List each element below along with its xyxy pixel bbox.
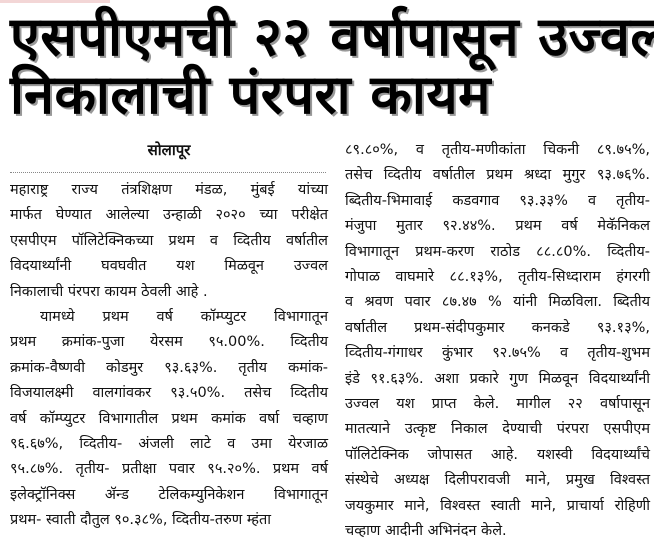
text-line: प्रथम- स्वाती दौतुल ९०.३८%, व्दितीय-तरुण… bbox=[10, 512, 271, 529]
text-line: विभागातून प्रथम-करण राठोड ८८.८0%. व्दिती… bbox=[345, 243, 650, 260]
text-line: निकालाची पंरपरा कायम ठेवली आहे . bbox=[10, 283, 208, 300]
text-line: यामध्ये प्रथम वर्ष कॉम्प्युटर विभागातून bbox=[40, 309, 328, 326]
dateline: सोलापूर bbox=[147, 141, 191, 159]
text-line: ब्दितीय-भिमावाई कडवगाव ९३.३३% व तृतीय- bbox=[345, 192, 650, 209]
text-line: प्रथम क्रमांक-पुजा येरसम ९५.00%. व्दितीय bbox=[10, 334, 328, 351]
headline: एसपीएमची २२ वर्षापासून उज्वल निकालाची पं… bbox=[10, 5, 654, 126]
text-line: जयकुमार माने, विश्वस्त स्वाती माने, प्रा… bbox=[345, 497, 650, 514]
text-line: संस्थेचे अध्यक्ष दिलीपरावजी माने, प्रमुख… bbox=[345, 472, 650, 489]
text-line: ८९.८०%, व तृतीय-मणीकांता चिकनी ८९.७५%, bbox=[345, 142, 650, 158]
text-line: विजयालक्ष्मी वालगांवकर ९३.५0%. तसेच व्दि… bbox=[10, 385, 328, 402]
text-line: गोपाळ वाघमारे ८८.१३%, तृतीय-सिध्दाराम हं… bbox=[345, 269, 650, 286]
headline-line-2: निकालाची पंरपरा कायम bbox=[10, 63, 491, 126]
dotted-divider bbox=[10, 172, 326, 173]
text-line: मातत्याने उत्कृष्ट निकाल देण्याची पंरपरा… bbox=[345, 421, 650, 438]
article-column-right: ८९.८०%, व तृतीय-मणीकांता चिकनी ८९.७५%, तस… bbox=[345, 138, 650, 545]
clipping-top-edge bbox=[0, 0, 110, 3]
article-column-left: महाराष्ट्र राज्य तंत्रशिक्षण मंडळ, मुंबई… bbox=[10, 178, 328, 534]
text-line: क्रमांक-वैष्णवी कोडमुर ९३.६३%. तृतीय कमा… bbox=[10, 359, 328, 376]
text-line: वर्ष कॉम्प्युटर विभागातील प्रथम कमांक वर… bbox=[10, 410, 328, 427]
text-line: व्दितीय-गंगाधर कुंभार ९२.७५% व तृतीय-शुभ… bbox=[345, 345, 650, 362]
text-line: एसपीएम पॉलिटेक्निकच्या प्रथम व व्दितीय व… bbox=[10, 232, 328, 249]
text-line: चव्हाण आदीनी अभिनंदन केले. bbox=[345, 523, 507, 540]
text-line: वर्षातील प्रथम-संदीपकुमार कनकडे ९३.१३%, bbox=[345, 319, 650, 336]
text-line: इंडे ९१.६३%. अशा प्रकारे गुण मिळवून विदय… bbox=[345, 370, 650, 387]
text-line: व श्रवण पवार ८७.४७ % यांनी मिळविला. ब्दि… bbox=[345, 294, 650, 311]
text-line: इलेक्ट्रॉनिक्स ॲन्ड टेलिकम्युनिकेशन विभा… bbox=[10, 486, 328, 503]
text-line: उज्वल यश प्राप्त केले. मागील २२ वर्षापास… bbox=[345, 396, 650, 413]
text-line: मंजुपा मुतार ९२.४४%. प्रथम वर्ष मेकॅनिकल bbox=[345, 218, 650, 235]
text-line: महाराष्ट्र राज्य तंत्रशिक्षण मंडळ, मुंबई… bbox=[10, 182, 328, 198]
text-line: पॉलिटेक्निक जोपासत आहे. यशस्वी विदयार्थ्… bbox=[345, 446, 650, 463]
text-line: तसेच व्दितीय वर्षातील प्रथम श्रध्दा मुगु… bbox=[345, 167, 650, 184]
headline-line-1: एसपीएमची २२ वर्षापासून उज्वल bbox=[10, 5, 654, 68]
text-line: ९५.८७%. तृतीय- प्रतीक्षा पवार ९५.२०%. प्… bbox=[10, 461, 328, 478]
text-line: विदयार्थ्यांनी घवघवीत यश मिळवून उज्वल bbox=[10, 258, 328, 275]
text-line: ९६.६७%, व्दितीय- अंजली लाटे व उमा येरजाळ bbox=[10, 436, 328, 453]
text-line: मार्फत घेण्यात आलेल्या उन्हाळी २०२० च्या… bbox=[10, 207, 328, 224]
